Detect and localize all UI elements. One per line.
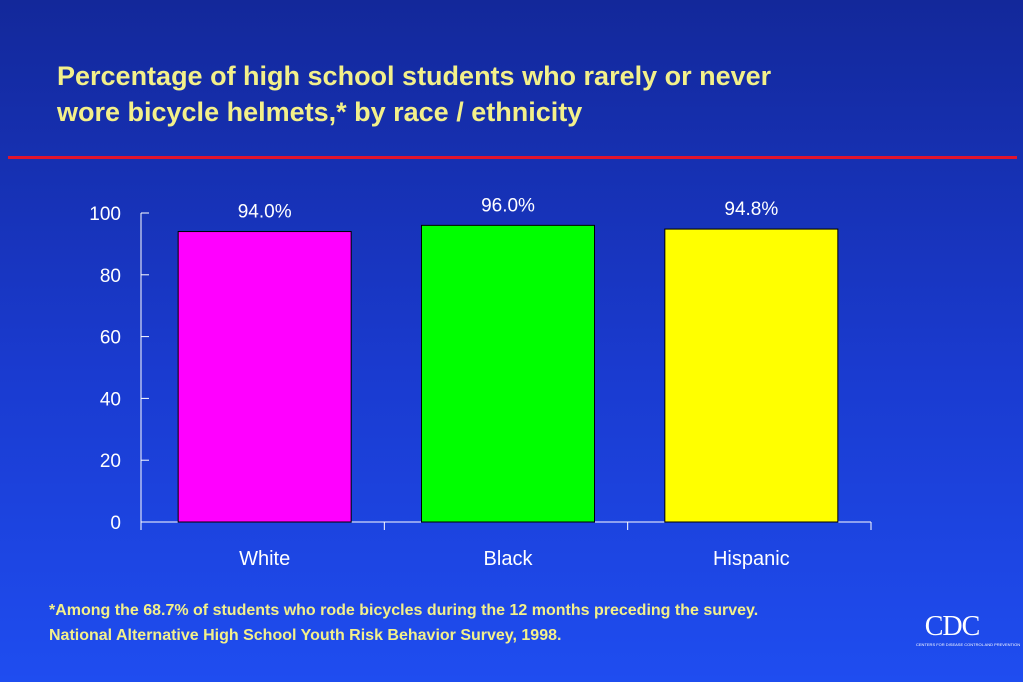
- y-tick-label: 0: [110, 513, 121, 534]
- y-tick-label: 100: [89, 204, 121, 225]
- y-tick-label: 60: [100, 328, 121, 349]
- footnote: *Among the 68.7% of students who rode bi…: [49, 598, 979, 648]
- cdc-logo-subtext: CENTERS FOR DISEASE CONTROL AND PREVENTI…: [916, 642, 1021, 647]
- title-divider: [8, 156, 1017, 159]
- x-category-label: Hispanic: [713, 548, 790, 570]
- slide-title-line-2: wore bicycle helmets,* by race / ethnici…: [57, 97, 583, 127]
- data-label: 96.0%: [481, 195, 535, 216]
- slide-title: Percentage of high school students who r…: [57, 58, 957, 130]
- bar-black: [421, 224, 595, 523]
- footnote-line-2: National Alternative High School Youth R…: [49, 627, 562, 644]
- x-category-label: Black: [484, 548, 534, 570]
- cdc-logo: CDC CENTERS FOR DISEASE CONTROL AND PREV…: [916, 611, 1021, 652]
- bar-white: [177, 231, 352, 523]
- slide-title-line-1: Percentage of high school students who r…: [57, 61, 772, 91]
- y-tick-label: 40: [100, 389, 121, 410]
- y-tick-label: 20: [100, 451, 121, 472]
- bar-hispanic: [664, 228, 839, 523]
- cdc-logo-mark: CDC: [924, 611, 981, 642]
- data-label: 94.8%: [724, 199, 778, 220]
- x-category-label: White: [239, 548, 290, 570]
- y-tick-label: 80: [100, 266, 121, 287]
- data-label: 94.0%: [238, 202, 292, 223]
- footnote-line-1: *Among the 68.7% of students who rode bi…: [49, 602, 759, 619]
